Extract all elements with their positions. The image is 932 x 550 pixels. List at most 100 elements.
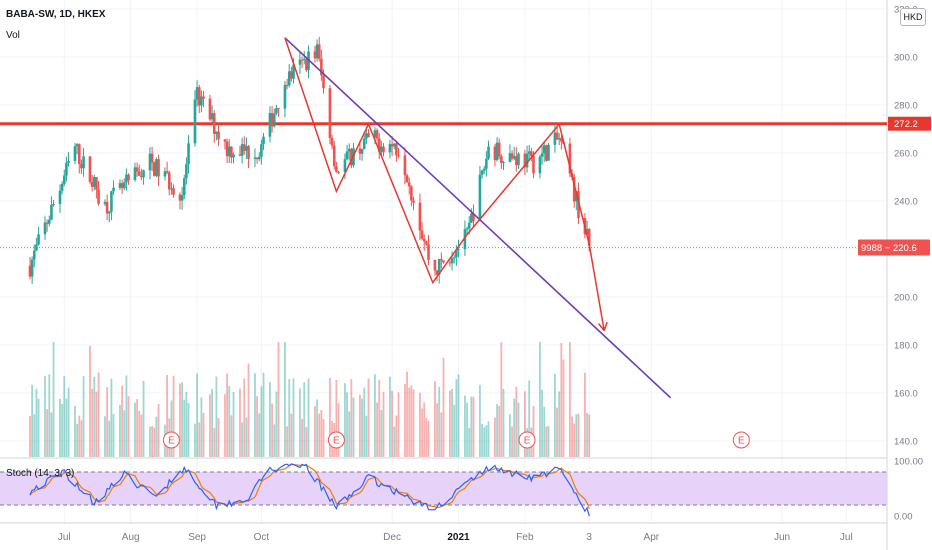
candle-body bbox=[60, 183, 64, 191]
projection-arrow-head bbox=[597, 323, 605, 332]
candle-body bbox=[332, 145, 336, 167]
volume-bar bbox=[524, 391, 526, 457]
volume-bar bbox=[359, 394, 361, 457]
candle-body bbox=[127, 174, 130, 181]
volume-bar bbox=[395, 415, 398, 457]
candle-body bbox=[418, 202, 422, 231]
price-axis: 140.0160.0180.0200.0220.0240.0260.0280.0… bbox=[894, 5, 923, 523]
volume-bar bbox=[232, 392, 235, 457]
candle-body bbox=[493, 146, 497, 161]
candle-body bbox=[450, 258, 454, 264]
candle-body bbox=[442, 260, 445, 263]
time-tick-label: 2021 bbox=[447, 532, 470, 543]
resistance-price-badge-label: 272.2 bbox=[894, 119, 918, 130]
candle-body bbox=[435, 270, 439, 275]
volume-bar bbox=[509, 414, 511, 457]
volume-bar bbox=[466, 402, 468, 457]
candle-body bbox=[165, 171, 169, 173]
candle-body bbox=[585, 228, 589, 235]
last-price-badge: 9988 − 220.6 bbox=[858, 239, 930, 256]
volume-bar bbox=[337, 403, 340, 457]
volume-bar bbox=[185, 391, 188, 457]
candle-body bbox=[255, 157, 259, 160]
candle-body bbox=[292, 64, 295, 79]
volume-bar bbox=[453, 405, 456, 457]
volume-bar bbox=[82, 376, 85, 457]
candle-body bbox=[133, 167, 137, 181]
candle-body bbox=[30, 259, 34, 277]
volume-bar bbox=[275, 391, 278, 457]
earnings-marker-label: E bbox=[738, 436, 745, 447]
volume-bar bbox=[44, 375, 46, 457]
volume-bar bbox=[46, 409, 49, 457]
candle-body bbox=[587, 228, 591, 246]
volume-bar bbox=[95, 391, 98, 457]
candle-body bbox=[283, 84, 287, 109]
price-axis-bg bbox=[888, 0, 932, 550]
time-tick-label: Jun bbox=[774, 532, 790, 543]
candle-body bbox=[272, 113, 276, 127]
candle-body bbox=[305, 58, 308, 71]
candle-body bbox=[500, 156, 503, 163]
volume-bar bbox=[513, 398, 516, 457]
volume-bar bbox=[110, 378, 113, 457]
volume-bar bbox=[183, 399, 186, 457]
candle-body bbox=[97, 189, 100, 204]
candle-body bbox=[62, 175, 66, 184]
candle-body bbox=[360, 149, 364, 154]
earnings-marker: E bbox=[327, 431, 345, 449]
candle-body bbox=[375, 130, 379, 139]
volume-bar bbox=[556, 407, 558, 457]
volume-bar bbox=[166, 375, 169, 457]
volume-bar bbox=[153, 427, 156, 457]
candle-body bbox=[512, 156, 516, 159]
volume-bar bbox=[541, 389, 543, 457]
candle-body bbox=[135, 167, 139, 172]
price-tick-label: 140.0 bbox=[894, 437, 918, 448]
volume-bar bbox=[449, 390, 451, 457]
volume-bar bbox=[269, 382, 271, 457]
candle-body bbox=[480, 170, 484, 175]
candle-body bbox=[577, 191, 580, 219]
stoch-tick-label: 0.00 bbox=[894, 512, 913, 523]
volume-bar bbox=[380, 410, 383, 457]
candle-body bbox=[287, 71, 291, 86]
candle-body bbox=[542, 145, 546, 154]
volume-bar bbox=[472, 396, 475, 457]
candle-body bbox=[95, 176, 98, 190]
candle-body bbox=[92, 176, 96, 187]
volume-bar bbox=[134, 402, 136, 457]
currency-button[interactable]: HKD bbox=[900, 8, 926, 26]
candle-body bbox=[47, 219, 51, 224]
volume-bar bbox=[481, 423, 483, 457]
volume-bar bbox=[93, 376, 96, 457]
candle-body bbox=[403, 155, 407, 176]
volume-bar bbox=[284, 342, 286, 457]
candle-body bbox=[178, 194, 182, 201]
stoch-label: Stoch (14, 3, 3) bbox=[6, 468, 74, 479]
candle-body bbox=[465, 228, 469, 230]
volume-bar bbox=[468, 427, 471, 457]
candle-body bbox=[285, 84, 289, 86]
candle-body bbox=[362, 138, 366, 150]
volume-bar bbox=[427, 420, 430, 457]
candle-body bbox=[105, 201, 109, 214]
volume-bar bbox=[316, 399, 318, 457]
candle-body bbox=[515, 156, 518, 166]
volume-bar bbox=[200, 397, 203, 457]
volume-bar bbox=[172, 375, 175, 457]
volume-bar bbox=[76, 423, 79, 457]
candle-body bbox=[257, 156, 261, 160]
volume-bar bbox=[374, 374, 376, 457]
volume-bar bbox=[239, 388, 241, 457]
volume-bar bbox=[305, 426, 308, 457]
earnings-marker-label: E bbox=[168, 436, 175, 447]
volume-bar bbox=[404, 384, 406, 457]
candle-body bbox=[120, 183, 124, 189]
volume-bar bbox=[63, 376, 66, 457]
candle-body bbox=[478, 174, 482, 221]
grid bbox=[0, 0, 887, 524]
candle-body bbox=[125, 174, 128, 183]
volume-bar bbox=[393, 426, 396, 457]
volume-bar bbox=[292, 378, 295, 457]
